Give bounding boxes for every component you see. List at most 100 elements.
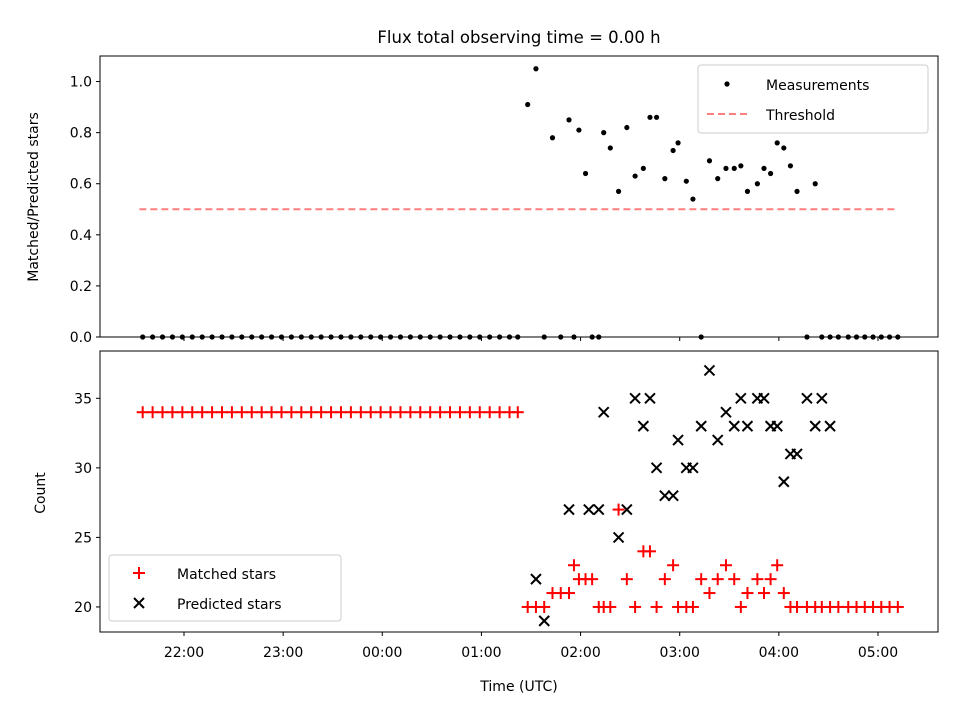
predicted-star-point	[629, 392, 641, 405]
measurement-point	[615, 188, 622, 194]
legend-marker-measurements	[724, 81, 730, 87]
top-legend-box	[697, 64, 929, 134]
matched-star-point	[567, 559, 580, 572]
measurement-point	[670, 147, 676, 154]
predicted-star-point	[538, 615, 550, 627]
measurement-point	[675, 140, 681, 146]
top-y-axis-label: Matched/Predicted stars	[26, 112, 42, 282]
predicted-star-point	[530, 573, 542, 585]
measurement-point	[767, 170, 774, 177]
matched-star-point	[703, 587, 716, 600]
matched-star-point	[538, 600, 551, 613]
predicted-star-point	[659, 489, 671, 502]
matched-star-point	[563, 587, 576, 600]
matched-star-point	[719, 559, 732, 572]
predicted-star-point	[809, 420, 821, 432]
bottom-y-tick-label: 25	[74, 530, 92, 546]
matched-star-point	[764, 573, 777, 586]
measurement-point	[632, 173, 638, 179]
measurement-point	[525, 101, 531, 108]
predicted-star-point	[667, 489, 679, 502]
measurement-point	[774, 140, 780, 146]
bottom-legend: Matched stars Predicted stars	[108, 554, 342, 622]
predicted-star-point	[816, 392, 828, 405]
measurement-point	[653, 114, 660, 120]
matched-star-point	[586, 573, 599, 586]
top-y-tick-label: 0.4	[70, 228, 92, 244]
measurement-point	[761, 165, 767, 171]
matched-star-point	[511, 406, 524, 419]
bottom-x-axis-label: Time (UTC)	[479, 679, 557, 695]
matched-star-point	[620, 573, 633, 586]
matched-star-point	[667, 559, 680, 572]
bottom-x-tick-label: 23:00	[263, 645, 303, 661]
predicted-star-point	[824, 420, 836, 432]
bottom-y-axis-ticks: 20 25 30 35	[74, 391, 100, 616]
predicted-star-point	[563, 503, 575, 516]
matched-star-point	[604, 600, 617, 613]
bottom-x-tick-label: 05:00	[858, 645, 898, 661]
matched-stars-series	[136, 406, 904, 613]
measurement-point	[624, 124, 630, 131]
matched-star-point	[711, 573, 724, 586]
measurement-point	[706, 158, 713, 164]
bottom-x-tick-label: 22:00	[164, 645, 204, 661]
matched-star-point	[757, 587, 770, 600]
measurement-point	[533, 66, 539, 72]
predicted-star-point	[695, 420, 707, 432]
predicted-star-point	[703, 364, 716, 377]
bottom-plot-frame	[99, 350, 939, 633]
bottom-x-tick-label: 02:00	[560, 645, 600, 661]
top-plot-frame	[99, 55, 939, 338]
chart-title: Flux total observing time = 0.00 h	[377, 28, 660, 47]
predicted-star-point	[728, 420, 740, 432]
bottom-y-axis-label: Count	[33, 472, 49, 514]
measurement-point	[781, 145, 787, 151]
bottom-x-tick-label: 00:00	[362, 645, 402, 661]
top-y-tick-label: 1.0	[70, 75, 92, 91]
predicted-star-point	[758, 392, 770, 405]
matched-star-point	[643, 545, 656, 558]
bottom-x-tick-label: 04:00	[759, 645, 799, 661]
predicted-star-point	[637, 420, 650, 432]
measurement-point	[576, 127, 582, 133]
matched-star-point	[751, 573, 764, 586]
matched-star-point	[695, 573, 708, 586]
matched-star-point	[658, 573, 671, 586]
measurement-point	[582, 170, 589, 177]
measurement-point	[566, 117, 572, 123]
measurement-point	[607, 145, 613, 151]
predicted-star-point	[612, 531, 625, 544]
predicted-star-point	[801, 392, 813, 405]
top-y-tick-label: 0.6	[70, 177, 92, 193]
matched-star-point	[728, 573, 741, 586]
matched-star-point	[612, 503, 625, 516]
measurement-point	[754, 181, 760, 187]
predicted-stars-series	[530, 364, 836, 627]
legend-label-predicted-stars: Predicted stars	[177, 597, 282, 613]
matched-star-point	[629, 600, 642, 613]
measurement-point	[683, 178, 689, 184]
bottom-x-tick-label: 03:00	[660, 645, 700, 661]
top-y-tick-label: 0.2	[70, 279, 92, 295]
predicted-star-point	[672, 434, 684, 446]
predicted-star-point	[593, 503, 605, 516]
predicted-star-point	[597, 406, 610, 418]
matched-star-point	[686, 600, 699, 613]
predicted-star-point	[687, 462, 699, 474]
legend-label-matched-stars: Matched stars	[177, 567, 276, 583]
measurement-point	[549, 135, 556, 141]
predicted-star-point	[771, 420, 783, 432]
bottom-x-tick-label: 01:00	[461, 645, 501, 661]
top-panel: Flux total observing time = 0.00 h Match…	[26, 28, 939, 346]
measurement-point	[690, 196, 696, 202]
matched-star-point	[777, 587, 790, 600]
legend-label-measurements: Measurements	[766, 78, 869, 94]
measurement-point	[794, 188, 800, 194]
predicted-star-point	[778, 476, 790, 488]
measurement-point	[787, 163, 794, 169]
top-legend: Measurements Threshold	[697, 64, 929, 134]
top-y-axis-ticks: 0.0 0.2 0.4 0.6 0.8 1.0	[70, 75, 100, 346]
measurement-point	[731, 165, 737, 171]
